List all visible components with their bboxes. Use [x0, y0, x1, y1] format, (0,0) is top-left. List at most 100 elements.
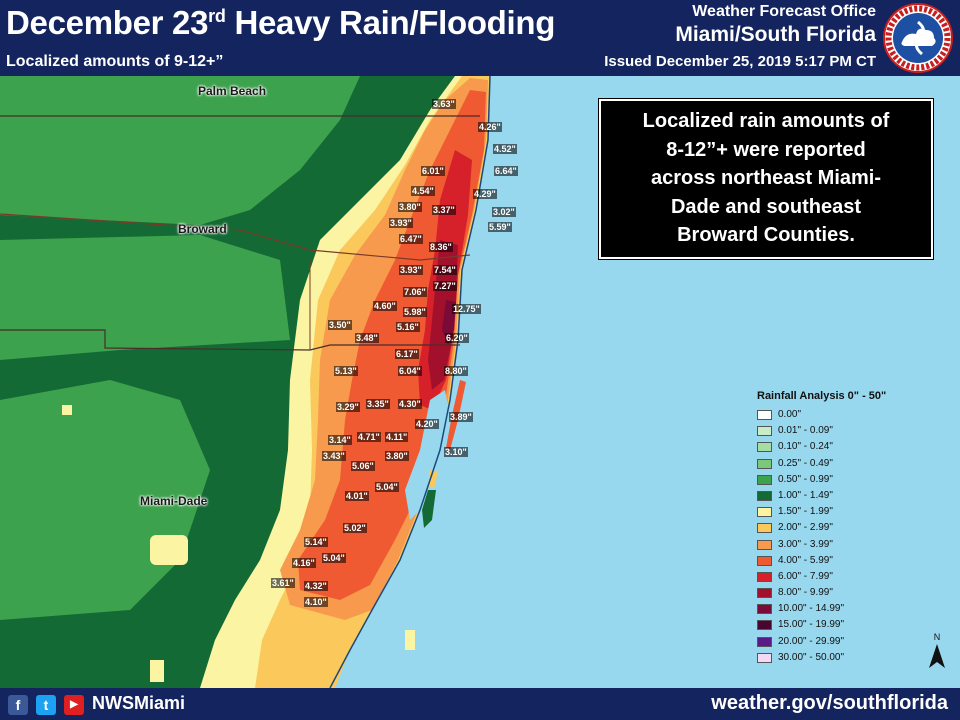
patch [62, 405, 72, 415]
rain-amount-label: 4.26" [478, 122, 502, 132]
legend-label: 8.00" - 9.99" [778, 587, 833, 599]
legend: Rainfall Analysis 0" - 50" 0.00" 0.01" - … [757, 390, 937, 667]
rain-amount-label: 7.06" [403, 287, 427, 297]
legend-item: 0.00" [757, 408, 937, 424]
legend-label: 4.00" - 5.99" [778, 554, 833, 566]
legend-label: 1.50" - 1.99" [778, 506, 833, 518]
legend-swatch [757, 620, 772, 631]
legend-swatch [757, 571, 772, 582]
legend-item: 0.25" - 0.49" [757, 457, 937, 473]
key-biscayne [422, 490, 436, 528]
rain-amount-label: 6.17" [395, 349, 419, 359]
facebook-icon[interactable]: f [8, 695, 28, 715]
rain-amount-label: 4.01" [345, 491, 369, 501]
legend-swatch [757, 442, 772, 453]
rain-amount-label: 3.35" [366, 399, 390, 409]
county-label-palm-beach: Palm Beach [198, 84, 267, 98]
legend-item: 1.00" - 1.49" [757, 489, 937, 505]
rain-amount-label: 3.37" [432, 205, 456, 215]
office-name: Miami/South Florida [675, 23, 876, 46]
title-rest: Heavy Rain/Flooding [225, 4, 556, 41]
legend-swatch [757, 539, 772, 550]
biscayne-bay [405, 390, 452, 520]
legend-swatch [757, 523, 772, 534]
land-medium-green [0, 76, 360, 620]
legend-item: 20.00" - 29.99" [757, 635, 937, 651]
legend-label: 0.50" - 0.99" [778, 473, 833, 485]
legend-swatch [757, 652, 772, 663]
legend-swatch [757, 410, 772, 420]
rain-amount-label: 3.29" [336, 402, 360, 412]
website-link[interactable]: weather.gov/southflorida [711, 692, 948, 714]
rain-amount-label: 3.93" [389, 218, 413, 228]
legend-swatch [757, 588, 772, 599]
rain-amount-label: 6.04" [398, 366, 422, 376]
legend-label: 0.25" - 0.49" [778, 457, 833, 469]
rain-amount-label: 3.50" [328, 320, 352, 330]
legend-label: 6.00" - 7.99" [778, 570, 833, 582]
legend-item: 15.00" - 19.99" [757, 618, 937, 634]
rain-amount-label: 3.14" [328, 435, 352, 445]
callout-line: Localized rain amounts of [642, 110, 890, 132]
rain-amount-label: 6.47" [399, 234, 423, 244]
legend-label: 10.00" - 14.99" [778, 603, 845, 615]
callout-box: Localized rain amounts of 8-12”+ were re… [598, 98, 934, 260]
legend-item: 0.01" - 0.09" [757, 424, 937, 440]
rain-amount-label: 3.61" [271, 578, 295, 588]
legend-item: 3.00" - 3.99" [757, 538, 937, 554]
legend-swatch [757, 426, 772, 437]
rain-amount-label: 4.32" [304, 581, 328, 591]
social-handle[interactable]: NWSMiami [92, 693, 186, 713]
legend-title: Rainfall Analysis 0" - 50" [757, 390, 887, 402]
legend-item: 8.00" - 9.99" [757, 586, 937, 602]
legend-item: 2.00" - 2.99" [757, 521, 937, 537]
legend-swatch [757, 458, 772, 469]
rain-amount-label: 8.80" [444, 366, 468, 376]
rain-amount-label: 5.06" [351, 461, 375, 471]
legend-label: 0.01" - 0.09" [778, 425, 833, 437]
legend-swatch [757, 490, 772, 501]
legend-swatch [757, 555, 772, 566]
legend-item: 4.00" - 5.99" [757, 554, 937, 570]
issued-timestamp: Issued December 25, 2019 5:17 PM CT [604, 53, 876, 70]
band-8 [428, 240, 458, 390]
legend-label: 30.00" - 50.00" [778, 651, 845, 663]
rain-amount-label: 5.16" [396, 322, 420, 332]
rain-amount-label: 5.13" [334, 366, 358, 376]
legend-label: 0.00" [778, 409, 802, 420]
legend-swatch [757, 636, 772, 647]
miami-dade-border [0, 329, 460, 351]
legend-swatch [757, 507, 772, 518]
rain-amount-label: 5.04" [322, 553, 346, 563]
legend-label: 20.00" - 29.99" [778, 635, 845, 647]
rain-amount-label: 3.63" [432, 99, 456, 109]
rain-amount-label: 4.54" [411, 186, 435, 196]
legend-item: 30.00" - 50.00" [757, 651, 937, 667]
rain-amount-label: 6.01" [421, 166, 445, 176]
rain-amount-label: 4.11" [385, 432, 409, 442]
rain-amount-label: 3.80" [385, 451, 409, 461]
rain-amount-label: 5.98" [403, 307, 427, 317]
youtube-icon[interactable]: ▶ [64, 695, 84, 715]
rain-amount-label: 3.89" [449, 412, 473, 422]
title-main: December 23 [6, 4, 209, 41]
rain-amount-label: 4.52" [493, 144, 517, 154]
legend-item: 1.50" - 1.99" [757, 505, 937, 521]
north-arrow-icon: N [929, 632, 945, 668]
footer-bar: f t ▶ NWSMiami weather.gov/southflorida [0, 688, 960, 720]
rain-amount-label: 4.71" [357, 432, 381, 442]
rain-amount-label: 3.48" [355, 333, 379, 343]
callout-line: Broward Counties. [677, 224, 855, 246]
callout-line: across northeast Miami- [650, 167, 882, 189]
rain-amount-label: 7.54" [433, 265, 457, 275]
callout-line: 8-12”+ were reported [666, 138, 866, 161]
rain-amount-label: 5.59" [488, 222, 512, 232]
county-label-miami-dade: Miami-Dade [140, 494, 208, 508]
nws-logo-icon [883, 3, 953, 73]
rain-amount-label: 4.16" [292, 558, 316, 568]
rain-amount-label: 5.02" [343, 523, 367, 533]
rain-amount-label: 5.14" [304, 537, 328, 547]
twitter-icon[interactable]: t [36, 695, 56, 715]
legend-label: 1.00" - 1.49" [778, 489, 833, 501]
rain-amount-label: 4.60" [373, 301, 397, 311]
